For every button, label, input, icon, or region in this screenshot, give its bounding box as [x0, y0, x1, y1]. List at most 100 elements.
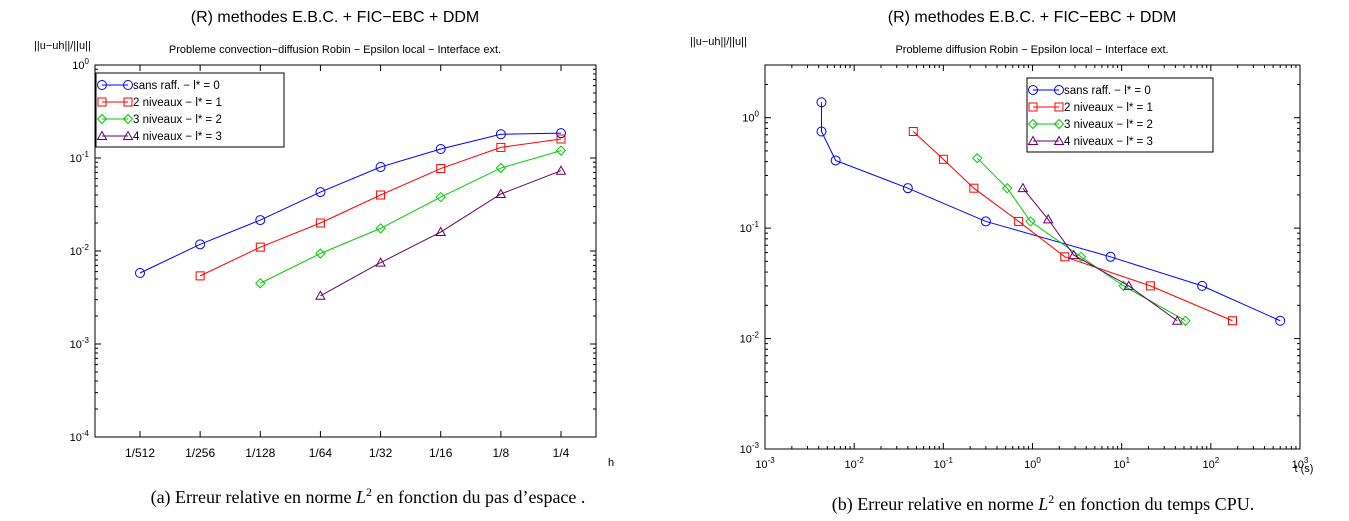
caption-norm-exponent: 2	[365, 485, 372, 499]
x-tick-label: 1/16	[429, 446, 453, 460]
data-point	[555, 145, 567, 156]
data-point	[1025, 216, 1036, 227]
data-point	[315, 248, 326, 259]
data-point	[375, 223, 386, 234]
legend-marker-3-niveaux-l-2	[122, 113, 134, 125]
legend-marker-2-niveaux-l-1	[97, 97, 107, 107]
data-point	[902, 183, 913, 194]
y-tick-label: 10-4	[70, 429, 90, 444]
series-2-niveaux-l-1	[195, 134, 566, 281]
legend-marker-sans-raff-l-0	[123, 80, 133, 90]
data-point	[969, 183, 979, 193]
legend-label-3-niveaux-l-2: 3 niveaux − l* = 2	[133, 114, 222, 126]
legend-marker-sans-raff-l-0	[97, 80, 107, 90]
caption-prefix: (b) Erreur relative en norme	[831, 494, 1039, 514]
data-point	[315, 218, 325, 228]
data-point	[436, 164, 446, 174]
series-line	[976, 157, 1186, 322]
y-tick-label: 100	[742, 110, 759, 125]
y-tick-label: 10-2	[740, 331, 760, 346]
data-point	[1171, 315, 1183, 325]
y-tick-label: 100	[72, 57, 89, 72]
legend-marker-sans-raff-l-0	[1028, 85, 1038, 95]
x-tick-label: 103	[1292, 456, 1309, 471]
legend-label-2-niveaux-l-1: 2 niveaux − l* = 1	[133, 97, 222, 109]
x-tick-label: 10-1	[934, 456, 954, 471]
y-tick-label: 10-1	[740, 220, 760, 235]
caption-norm-exponent: 2	[1048, 492, 1055, 506]
data-point	[908, 126, 918, 136]
y-axis-label: ||u−uh||/||u||	[34, 40, 91, 52]
data-point	[375, 162, 386, 173]
data-point	[435, 191, 446, 203]
caption-norm-symbol: L	[1038, 494, 1049, 514]
y-axis-label: ||u−uh||/||u||	[690, 36, 747, 48]
x-axis-label: h	[608, 457, 614, 469]
series-line	[1022, 187, 1178, 322]
chart-panel-b: (R) methodes E.B.C. + FIC−EBC + DDM Prob…	[680, 0, 1349, 521]
series-3-niveaux-l-2	[972, 152, 1191, 326]
data-point	[816, 126, 827, 137]
y-tick-label: 10-3	[740, 441, 760, 456]
figure-caption-a: (a) Erreur relative en norme L2 en fonct…	[151, 485, 586, 508]
legend-marker-2-niveaux-l-1	[1028, 102, 1038, 112]
x-axis-label: t (s)	[1295, 463, 1314, 475]
x-tick-label: 1/64	[309, 446, 333, 460]
data-point	[1180, 315, 1191, 326]
chart-subtitle: Probleme diffusion Robin − Epsilon local…	[895, 44, 1169, 56]
data-point	[938, 154, 948, 164]
caption-prefix: (a) Erreur relative en norme	[150, 487, 356, 507]
legend-marker-4-niveaux-l-3	[1053, 135, 1065, 145]
series-sans-raff-l-0	[816, 97, 1286, 326]
legend-label-sans-raff-l-0: sans raff. − l* = 0	[133, 80, 220, 92]
data-point	[255, 215, 266, 226]
chart-title: (R) methodes E.B.C. + FIC−EBC + DDM	[190, 9, 480, 26]
data-point	[1017, 182, 1029, 193]
data-point	[135, 268, 145, 279]
data-point	[1275, 315, 1286, 326]
x-tick-label: 1/512	[125, 446, 155, 460]
data-point	[1042, 213, 1054, 224]
x-tick-label: 1/8	[493, 446, 510, 460]
data-point	[1228, 316, 1238, 326]
y-tick-label: 10-3	[70, 336, 90, 351]
legend-marker-4-niveaux-l-3	[122, 130, 134, 140]
data-point	[1123, 280, 1135, 290]
figure-caption-b: (b) Erreur relative en norme L2 en fonct…	[832, 492, 1254, 515]
data-point	[1075, 251, 1087, 263]
data-point	[1060, 252, 1070, 262]
y-tick-label: 10-1	[70, 150, 90, 165]
caption-norm-symbol: L	[355, 487, 366, 507]
x-tick-label: 10-3	[755, 456, 775, 471]
series-line	[139, 132, 562, 274]
caption-suffix: en fonction du temps CPU.	[1054, 494, 1255, 514]
series-line	[199, 138, 562, 277]
legend-marker-3-niveaux-l-2	[1053, 118, 1065, 130]
data-point	[195, 271, 205, 281]
series-line	[912, 131, 1233, 322]
data-point	[1145, 281, 1155, 291]
data-point	[315, 187, 326, 198]
data-point	[255, 278, 266, 289]
series-line	[320, 170, 562, 297]
x-tick-label: 1/128	[245, 446, 275, 460]
data-point	[375, 257, 386, 267]
data-point	[1197, 280, 1208, 291]
series-sans-raff-l-0	[135, 128, 566, 279]
data-point	[1068, 249, 1080, 260]
x-tick-label: 1/4	[553, 446, 570, 460]
legend-marker-sans-raff-l-0	[1054, 85, 1064, 95]
legend-label-4-niveaux-l-3: 4 niveaux − l* = 3	[1064, 136, 1153, 148]
legend-marker-4-niveaux-l-3	[96, 130, 108, 140]
data-point	[816, 97, 827, 108]
series-line	[820, 102, 1281, 322]
x-tick-label: 100	[1024, 456, 1041, 471]
data-point	[435, 226, 447, 237]
data-point	[496, 142, 506, 152]
legend-label-2-niveaux-l-1: 2 niveaux − l* = 1	[1064, 102, 1153, 114]
chart-plot-b: 10-3 10-2 10-1 100 10-3 10-2 10-1 100 101 102 103t…	[740, 64, 1314, 475]
data-point	[1014, 216, 1024, 226]
x-tick-label: 1/32	[369, 446, 393, 460]
data-point	[980, 216, 991, 227]
legend-marker-2-niveaux-l-1	[123, 97, 133, 107]
